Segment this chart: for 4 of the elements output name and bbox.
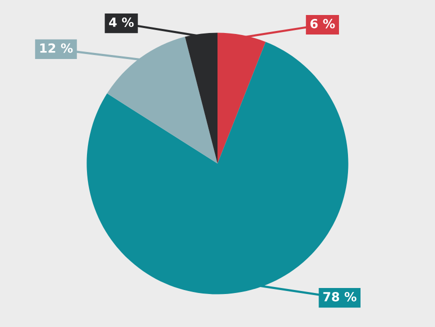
- data-label: 78 %: [323, 292, 356, 302]
- data-label: 4 %: [109, 18, 134, 27]
- data-label: 12 %: [40, 43, 73, 53]
- data-label: 6 %: [310, 18, 335, 28]
